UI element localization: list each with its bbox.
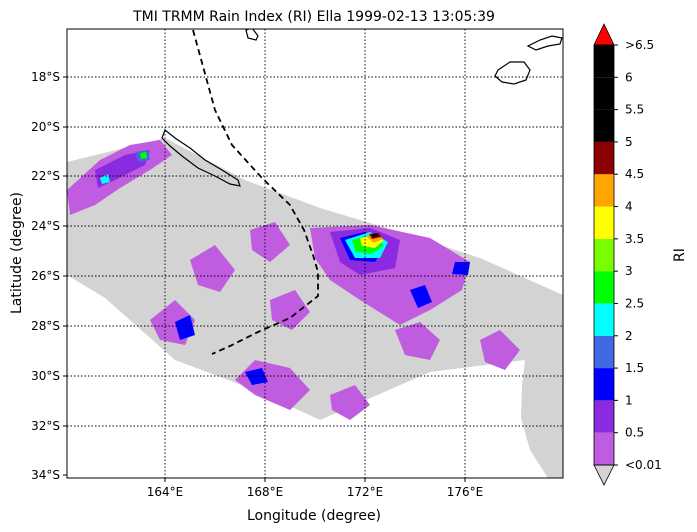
colorbar-under-extend	[593, 464, 615, 486]
colorbar-segment	[594, 432, 614, 465]
graticule	[67, 29, 563, 478]
colorbar-tick-label: 4.5	[625, 167, 644, 181]
lat-tick-label: 26°S	[31, 269, 60, 283]
colorbar: <0.01 0.5 1 1.5 2 2.5 3 3.5 4 4.5 5 5.5 6 >6.5 RI	[593, 23, 688, 486]
lat-tick-label: 22°S	[31, 169, 60, 183]
lat-tick-labels: 18°S 20°S 22°S 24°S 26°S 28°S 30°S 32°S …	[31, 70, 60, 482]
colorbar-segment	[594, 174, 614, 207]
lon-tick-label: 168°E	[247, 485, 284, 499]
colorbar-tick-label: 2	[625, 329, 633, 343]
map-title: TMI TRMM Rain Index (RI) Ella 1999-02-13…	[132, 9, 495, 25]
colorbar-frame	[593, 44, 615, 466]
colorbar-segment	[594, 45, 614, 78]
lat-tick-label: 34°S	[31, 468, 60, 482]
lat-tick-label: 24°S	[31, 219, 60, 233]
lat-tick-label: 18°S	[31, 70, 60, 84]
lat-tick-label: 20°S	[31, 120, 60, 134]
colorbar-tick-label: 5	[625, 135, 633, 149]
colorbar-tick-label: 1	[625, 393, 633, 407]
colorbar-segment	[594, 238, 614, 272]
fiji-vanua-levu-coast	[526, 35, 563, 51]
colorbar-tick-label: 1.5	[625, 361, 644, 375]
colorbar-segment	[594, 335, 614, 369]
colorbar-tick-label: 4	[625, 200, 633, 214]
colorbar-tick-label: 5.5	[625, 103, 644, 117]
colorbar-tick-label: <0.01	[625, 458, 662, 472]
colorbar-segment	[594, 109, 614, 142]
lat-tick-label: 30°S	[31, 369, 60, 383]
colorbar-tick-label: 6	[625, 70, 633, 84]
vanuatu-island-coast	[245, 29, 259, 41]
lat-tick-label: 32°S	[31, 419, 60, 433]
x-axis-label: Longitude (degree)	[247, 508, 381, 524]
colorbar-segment	[594, 368, 614, 401]
colorbar-tick-label: >6.5	[625, 38, 654, 52]
colorbar-segment	[594, 400, 614, 433]
lat-tick-label: 28°S	[31, 319, 60, 333]
coastlines	[161, 29, 563, 187]
new-caledonia-coast	[161, 129, 241, 187]
rain-heavy-core	[100, 152, 388, 258]
colorbar-tick-label: 2.5	[625, 296, 644, 310]
colorbar-over-extend	[593, 23, 615, 46]
colorbar-segment	[594, 77, 614, 110]
colorbar-tick-label: 3.5	[625, 232, 644, 246]
colorbar-tick-label: 0.5	[625, 426, 644, 440]
colorbar-segments	[594, 45, 614, 465]
y-axis-label: Latitude (degree)	[9, 192, 25, 314]
colorbar-segment	[594, 303, 614, 336]
colorbar-segment	[594, 141, 614, 175]
axis-ticks	[63, 76, 466, 482]
colorbar-label: RI	[672, 248, 688, 262]
colorbar-tick-label: 3	[625, 264, 633, 278]
colorbar-segment	[594, 271, 614, 304]
lon-tick-label: 176°E	[447, 485, 484, 499]
trmm-swath	[67, 138, 563, 478]
map-panel	[67, 29, 563, 478]
colorbar-tick-labels: <0.01 0.5 1 1.5 2 2.5 3 3.5 4 4.5 5 5.5 6 >6.5	[614, 38, 662, 472]
colorbar-segment	[594, 206, 614, 239]
lon-tick-label: 172°E	[347, 485, 384, 499]
lon-tick-labels: 164°E 168°E 172°E 176°E	[147, 485, 484, 499]
lon-tick-label: 164°E	[147, 485, 184, 499]
fiji-viti-levu-coast	[494, 61, 531, 85]
map-frame	[66, 28, 564, 479]
